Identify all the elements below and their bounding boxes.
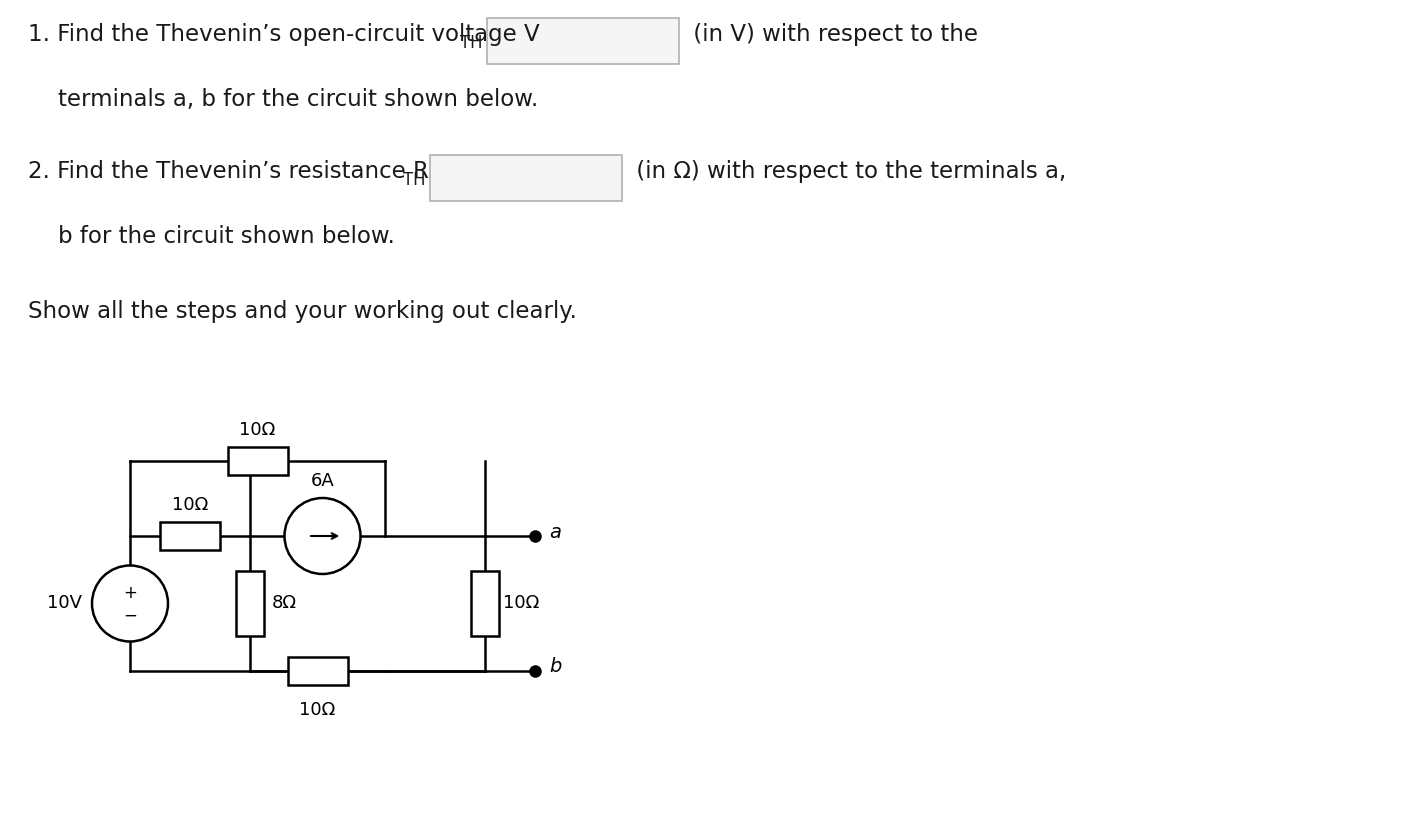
- Text: (in V) with respect to the: (in V) with respect to the: [686, 23, 978, 46]
- FancyBboxPatch shape: [430, 155, 623, 201]
- Text: 10Ω: 10Ω: [172, 496, 208, 514]
- Text: −: −: [123, 606, 138, 624]
- Text: 6A: 6A: [311, 472, 335, 490]
- Text: 10V: 10V: [47, 594, 82, 613]
- Text: 1. Find the Thevenin’s open-circuit voltage V: 1. Find the Thevenin’s open-circuit volt…: [28, 23, 540, 46]
- Text: TH: TH: [459, 34, 482, 52]
- Circle shape: [285, 498, 360, 574]
- Bar: [288, 657, 347, 685]
- Bar: [227, 447, 288, 475]
- Text: terminals a, b for the circuit shown below.: terminals a, b for the circuit shown bel…: [58, 88, 539, 111]
- Bar: [235, 571, 264, 636]
- Text: 10Ω: 10Ω: [503, 594, 539, 613]
- Text: (in Ω) with respect to the terminals a,: (in Ω) with respect to the terminals a,: [630, 160, 1066, 183]
- Text: 10Ω: 10Ω: [299, 701, 336, 719]
- Circle shape: [92, 565, 167, 641]
- Text: TH: TH: [403, 171, 425, 189]
- Text: b: b: [549, 657, 562, 676]
- Bar: [160, 522, 220, 550]
- FancyBboxPatch shape: [486, 18, 679, 64]
- Text: a: a: [549, 522, 562, 542]
- Text: 10Ω: 10Ω: [240, 421, 275, 439]
- Text: Show all the steps and your working out clearly.: Show all the steps and your working out …: [28, 300, 577, 323]
- Bar: [471, 571, 499, 636]
- Text: b for the circuit shown below.: b for the circuit shown below.: [58, 225, 394, 248]
- Text: 8Ω: 8Ω: [272, 594, 296, 613]
- Text: +: +: [123, 584, 138, 603]
- Text: 2. Find the Thevenin’s resistance R: 2. Find the Thevenin’s resistance R: [28, 160, 428, 183]
